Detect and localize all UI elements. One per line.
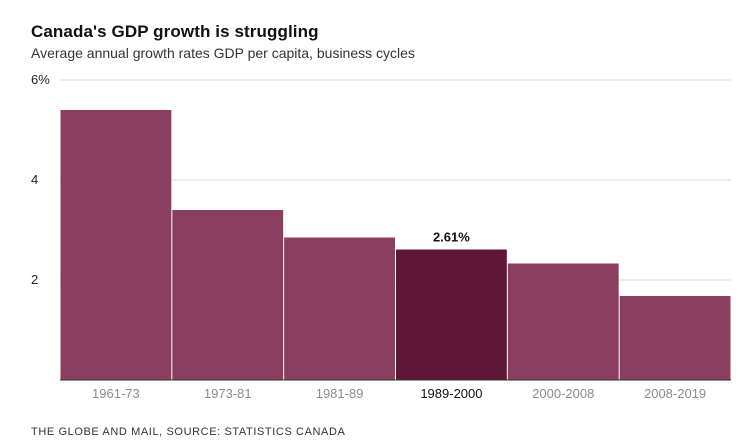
bar-1989-2000 [396,249,507,380]
y-tick-label: 2 [31,272,38,287]
x-tick-label: 2008-2019 [644,386,706,401]
x-tick-label: 1973-81 [204,386,252,401]
x-axis-tick-labels: 1961-73 1973-81 1981-89 1989-2000 2000-2008 2… [92,386,706,401]
x-tick-label: 1981-89 [316,386,364,401]
bar-1961-73 [60,110,172,380]
bar-2000-2008 [507,263,619,380]
data-labels: 2.61% [433,230,470,245]
chart-title: Canada's GDP growth is struggling [31,22,319,41]
chart-subtitle: Average annual growth rates GDP per capi… [31,45,415,61]
bar-1981-89 [284,237,395,380]
gridlines [60,79,731,281]
source-note: THE GLOBE AND MAIL, SOURCE: STATISTICS C… [31,426,346,438]
x-tick-label: 1961-73 [92,386,140,401]
data-label: 2.61% [433,230,470,245]
x-tick-label: 2000-2008 [532,386,594,401]
bar-1973-81 [172,210,284,380]
x-tick-label: 1989-2000 [420,386,482,401]
bars [60,110,731,380]
y-tick-label: 4 [31,172,38,187]
y-axis-tick-labels: 2 4 6% [31,72,50,287]
y-tick-label: 6% [31,72,50,87]
bar-2008-2019 [619,296,731,380]
